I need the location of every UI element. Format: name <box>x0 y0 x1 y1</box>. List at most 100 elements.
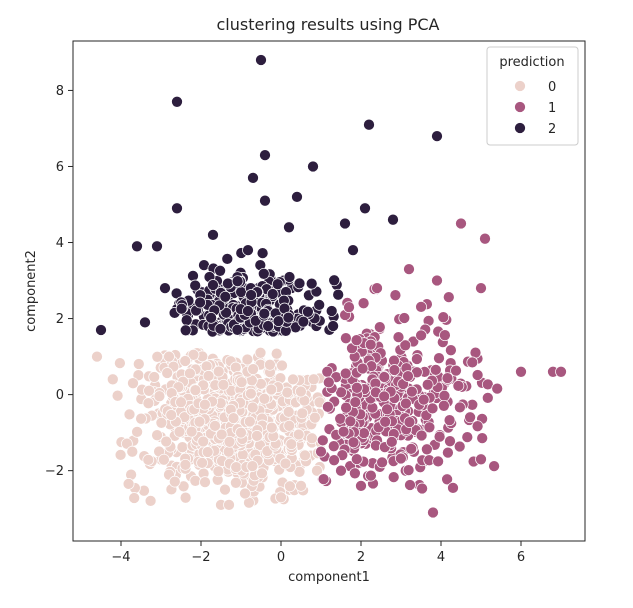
data-point-0-822 <box>148 371 161 383</box>
x-tick-label-4: 4 <box>437 550 445 565</box>
data-point-1-277 <box>429 364 442 376</box>
data-point-0-719 <box>309 411 321 424</box>
data-point-1-80 <box>411 353 423 365</box>
data-point-1-416 <box>378 390 391 403</box>
data-point-2-343 <box>431 130 443 142</box>
data-point-0-816 <box>284 480 296 493</box>
data-point-2-100 <box>256 247 269 259</box>
data-point-1-154 <box>441 473 453 486</box>
data-point-0-612 <box>293 465 306 478</box>
data-point-0-691 <box>201 446 214 458</box>
data-point-0-896 <box>265 421 278 434</box>
data-point-2-327 <box>205 312 217 324</box>
data-point-1-149 <box>481 392 494 404</box>
data-point-0-897 <box>223 435 236 448</box>
data-point-2-349 <box>291 191 303 203</box>
data-point-2-335 <box>245 289 257 301</box>
data-point-1-383 <box>426 402 439 415</box>
data-point-2-230 <box>257 267 270 280</box>
data-point-1-374 <box>441 372 454 384</box>
data-point-2-317 <box>262 320 274 332</box>
scatter-points <box>91 54 567 519</box>
data-point-2-354 <box>151 240 163 253</box>
y-tick-label-0: −2 <box>45 464 64 479</box>
data-point-2-267 <box>235 286 247 298</box>
data-point-2-358 <box>139 316 151 329</box>
data-point-0-776 <box>142 454 155 466</box>
data-point-0-564 <box>132 358 145 370</box>
data-point-0-831 <box>151 429 163 442</box>
data-point-1-333 <box>358 427 370 439</box>
data-point-0-879 <box>142 397 155 410</box>
data-point-0-854 <box>184 367 196 380</box>
data-point-0-743 <box>200 360 213 373</box>
data-point-1-386 <box>421 378 434 391</box>
data-point-1-321 <box>376 456 388 469</box>
data-point-0-905 <box>199 476 211 488</box>
data-point-0-873 <box>258 392 271 405</box>
axis-ticks: −4 −2 0 2 4 6 −2 0 2 4 6 8 <box>45 84 525 565</box>
data-point-2-142 <box>214 264 226 277</box>
data-point-0-912 <box>287 373 299 386</box>
data-point-2-315 <box>194 296 206 309</box>
data-point-1-449 <box>334 412 347 425</box>
data-point-0-848 <box>295 385 307 398</box>
data-point-1-454 <box>322 376 335 389</box>
data-point-1-134 <box>340 332 352 345</box>
legend-box <box>486 46 579 146</box>
data-point-2-320 <box>272 315 285 327</box>
data-point-1-369 <box>439 329 451 342</box>
data-point-1-450 <box>350 453 363 465</box>
data-point-2-346 <box>307 160 319 173</box>
data-point-2-347 <box>171 202 183 215</box>
data-point-1-463 <box>431 274 443 287</box>
data-point-2-348 <box>259 194 271 207</box>
data-point-0-903 <box>163 350 175 363</box>
data-point-0-231 <box>111 389 124 402</box>
y-tick-label-2: 2 <box>56 312 64 327</box>
legend: prediction 0 1 2 <box>486 46 579 146</box>
data-point-1-467 <box>515 365 527 378</box>
data-point-1-185 <box>447 482 459 494</box>
data-point-1-104 <box>416 482 428 495</box>
data-point-0-907 <box>223 499 235 511</box>
data-point-2-17 <box>187 270 199 282</box>
data-point-0-887 <box>173 425 186 438</box>
data-point-0-910 <box>295 480 307 492</box>
data-point-1-128 <box>464 411 476 424</box>
data-point-0-587 <box>135 412 147 425</box>
data-point-2-239 <box>180 314 193 327</box>
data-point-2-262 <box>332 288 345 301</box>
y-tick-label-5: 8 <box>56 84 64 99</box>
data-point-1-464 <box>455 217 467 230</box>
data-point-1-439 <box>317 473 330 485</box>
data-point-0-273 <box>254 346 267 359</box>
data-point-2-329 <box>249 314 262 327</box>
data-point-2-118 <box>221 253 234 265</box>
data-point-0-913 <box>235 426 247 439</box>
data-point-1-109 <box>469 346 482 359</box>
data-point-2-360 <box>347 244 359 256</box>
data-point-2-261 <box>293 277 306 290</box>
data-point-0-904 <box>175 396 187 409</box>
data-point-1-410 <box>403 416 416 428</box>
data-point-1-473 <box>335 464 347 477</box>
data-point-1-458 <box>344 415 357 428</box>
data-point-1-389 <box>423 421 436 434</box>
data-point-0-869 <box>292 428 305 441</box>
data-point-0-878 <box>215 428 228 441</box>
data-point-1-466 <box>475 282 487 294</box>
x-tick-label-3: 2 <box>357 550 365 565</box>
data-point-0-780 <box>155 416 168 429</box>
legend-label-1: 1 <box>548 101 556 116</box>
data-point-1-440 <box>322 401 334 413</box>
data-point-0-646 <box>128 492 141 504</box>
data-point-0-685 <box>212 465 225 478</box>
data-point-2-243 <box>328 274 341 287</box>
data-point-0-908 <box>239 487 251 500</box>
data-point-1-345 <box>417 393 430 406</box>
data-point-1-418 <box>385 436 398 448</box>
data-point-1-47 <box>453 440 466 453</box>
data-point-0-898 <box>161 367 174 379</box>
data-point-0-680 <box>179 458 192 471</box>
